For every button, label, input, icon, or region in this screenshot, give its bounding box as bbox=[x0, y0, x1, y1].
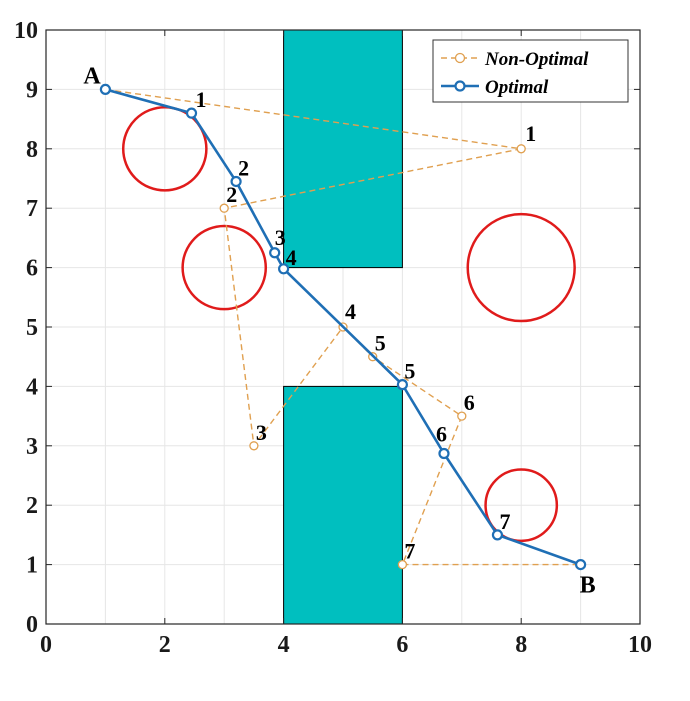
obstacle-circle-3 bbox=[121, 105, 208, 192]
end-label: B bbox=[580, 573, 596, 599]
y-tick-label-6: 6 bbox=[26, 256, 38, 282]
obstacle-circle-5 bbox=[466, 212, 576, 323]
x-tick-label-8: 8 bbox=[515, 632, 527, 658]
start-label: A bbox=[83, 63, 101, 89]
x-tick-label-6: 6 bbox=[396, 632, 408, 658]
optimal-point-3 bbox=[269, 247, 281, 259]
x-tick-label-4: 4 bbox=[278, 632, 290, 658]
legend-swatch-marker-optimal bbox=[454, 80, 466, 92]
non-optimal-point-7 bbox=[397, 559, 408, 570]
optimal-point-label-7: 7 bbox=[499, 509, 510, 534]
y-tick-label-0: 0 bbox=[26, 612, 38, 638]
non-optimal-point-2 bbox=[219, 203, 229, 213]
non-optimal-point-label-4: 4 bbox=[345, 299, 356, 324]
optimal-point-8 bbox=[574, 558, 587, 571]
non-optimal-point-label-3: 3 bbox=[256, 420, 267, 445]
non-optimal-point-label-2: 2 bbox=[226, 182, 237, 207]
obstacle-circle-4 bbox=[181, 224, 268, 311]
y-tick-label-7: 7 bbox=[26, 196, 38, 222]
non-optimal-point-label-7: 7 bbox=[404, 539, 415, 564]
y-tick-label-5: 5 bbox=[26, 315, 38, 341]
non-optimal-point-label-1: 1 bbox=[525, 121, 536, 146]
legend-label-optimal: Optimal bbox=[485, 77, 549, 98]
y-tick-label-1: 1 bbox=[26, 553, 38, 579]
obstacle-circle-6 bbox=[484, 468, 559, 543]
non-optimal-point-3 bbox=[249, 441, 259, 451]
optimal-point-label-2: 2 bbox=[238, 155, 249, 180]
legend-swatch-marker-non-optimal bbox=[454, 52, 466, 64]
legend: Non-Optimal Optimal bbox=[432, 39, 629, 103]
y-tick-label-2: 2 bbox=[26, 493, 38, 519]
optimal-point-6 bbox=[438, 447, 450, 460]
optimal-point-7 bbox=[491, 529, 504, 541]
optimal-point-label-6: 6 bbox=[436, 422, 447, 447]
non-optimal-point-1 bbox=[516, 144, 526, 154]
optimal-point-label-4: 4 bbox=[286, 245, 297, 270]
x-tick-label-2: 2 bbox=[159, 632, 171, 658]
legend-box bbox=[432, 39, 629, 103]
optimal-point-1 bbox=[185, 107, 198, 119]
non-optimal-point-6 bbox=[457, 411, 467, 421]
optimal-point-4 bbox=[278, 263, 290, 275]
optimal-point-label-3: 3 bbox=[275, 225, 286, 250]
y-tick-label-8: 8 bbox=[26, 137, 38, 163]
series bbox=[99, 83, 587, 571]
optimal-point-label-1: 1 bbox=[196, 87, 207, 112]
legend-label-non-optimal: Non-Optimal bbox=[484, 49, 589, 70]
optimal-point-2 bbox=[230, 175, 242, 188]
x-tick-label-10: 10 bbox=[628, 632, 652, 658]
optimal-point-label-5: 5 bbox=[404, 359, 415, 384]
optimal-point-0 bbox=[99, 83, 112, 96]
y-tick-label-10: 10 bbox=[14, 18, 38, 44]
non-optimal-point-label-6: 6 bbox=[464, 390, 475, 415]
y-tick-label-4: 4 bbox=[26, 374, 38, 400]
obstacles bbox=[121, 29, 576, 625]
obstacle-rectangle-1 bbox=[283, 29, 403, 269]
y-tick-label-9: 9 bbox=[26, 77, 38, 103]
non-optimal-point-label-5: 5 bbox=[375, 331, 386, 356]
optimal-point-5 bbox=[396, 379, 408, 391]
y-tick-label-3: 3 bbox=[26, 434, 38, 460]
obstacle-rectangle-2 bbox=[283, 385, 403, 625]
x-tick-label-0: 0 bbox=[40, 632, 52, 658]
